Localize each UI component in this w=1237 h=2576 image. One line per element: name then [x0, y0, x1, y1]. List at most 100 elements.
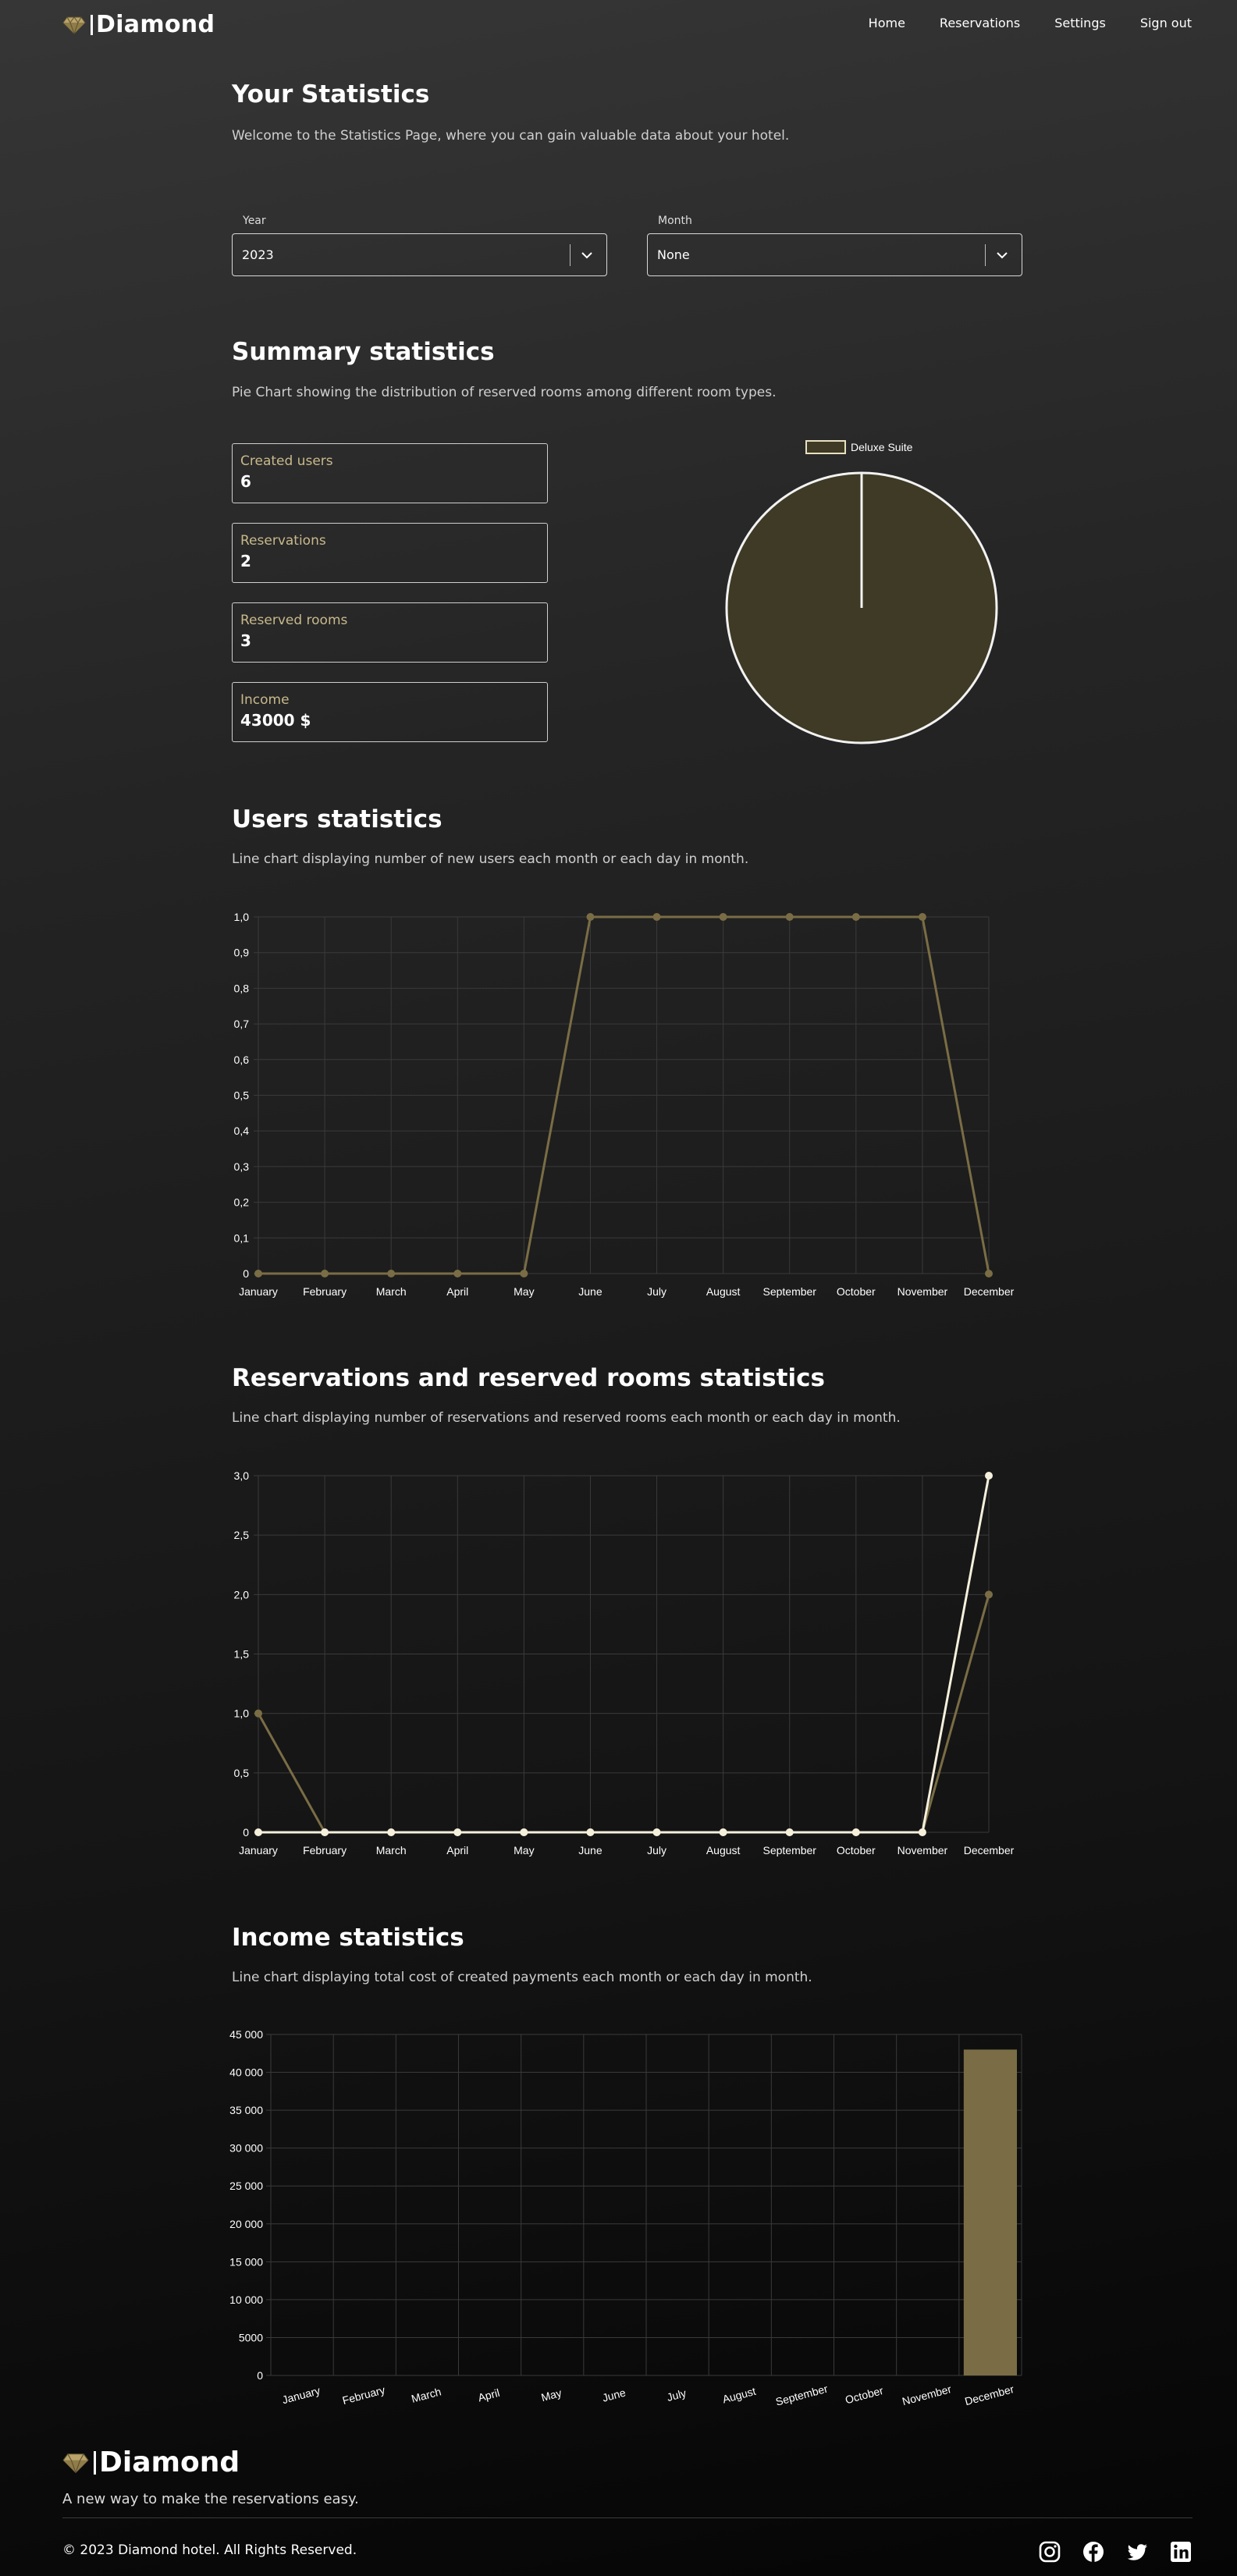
- x-tick-label: February: [303, 1285, 347, 1298]
- social-links: [1038, 2540, 1193, 2564]
- y-tick-label: 20 000: [229, 2218, 263, 2230]
- logo-divider: [91, 14, 93, 35]
- nav-home[interactable]: Home: [868, 16, 905, 30]
- card-value: 6: [240, 472, 251, 491]
- y-tick-label: 1,0: [234, 1707, 250, 1720]
- brand-logo[interactable]: Diamond: [62, 11, 215, 38]
- footer-logo[interactable]: Diamond: [62, 2446, 240, 2478]
- data-point: [520, 1828, 528, 1836]
- data-point: [520, 1270, 528, 1277]
- summary-desc: Pie Chart showing the distribution of re…: [232, 385, 777, 400]
- x-tick-label: May: [514, 1285, 534, 1298]
- x-tick-label: February: [303, 1844, 347, 1856]
- reserved-rooms-card: Reserved rooms 3: [232, 602, 548, 663]
- y-tick-label: 30 000: [229, 2142, 263, 2155]
- y-tick-label: 1,5: [234, 1648, 250, 1661]
- year-select[interactable]: 2023: [232, 233, 607, 276]
- year-label: Year: [243, 215, 266, 227]
- data-point: [321, 1828, 329, 1836]
- card-label: Income: [240, 692, 290, 708]
- summary-title: Summary statistics: [232, 338, 495, 366]
- y-tick-label: 0,7: [234, 1018, 250, 1030]
- pie-legend[interactable]: Deluxe Suite: [805, 440, 913, 454]
- x-tick-label: October: [844, 2384, 885, 2406]
- income-card: Income 43000 $: [232, 682, 548, 742]
- x-tick-label: March: [376, 1285, 407, 1298]
- card-value: 43000 $: [240, 711, 311, 730]
- brand-name: Diamond: [96, 11, 215, 38]
- y-tick-label: 15 000: [229, 2255, 263, 2268]
- reservations-title: Reservations and reserved rooms statisti…: [232, 1364, 825, 1392]
- income-bar: [963, 2049, 1017, 2375]
- y-tick-label: 0,6: [234, 1053, 250, 1066]
- x-tick-label: September: [774, 2382, 830, 2407]
- card-label: Created users: [240, 453, 333, 469]
- y-tick-label: 0: [243, 1267, 249, 1280]
- x-tick-label: May: [514, 1844, 534, 1856]
- income-desc: Line chart displaying total cost of crea…: [232, 1970, 812, 1985]
- card-value: 2: [240, 552, 251, 570]
- y-tick-label: 5000: [239, 2331, 263, 2343]
- data-point: [586, 1828, 595, 1836]
- diamond-logo-icon: [62, 16, 86, 34]
- data-point: [985, 1590, 993, 1599]
- series-line: [258, 1475, 990, 1834]
- y-tick-label: 0,1: [234, 1231, 250, 1244]
- data-point: [851, 1828, 860, 1836]
- select-separator: [570, 244, 571, 266]
- nav-settings[interactable]: Settings: [1054, 16, 1106, 30]
- data-point: [387, 1270, 396, 1277]
- header: Diamond Home Reservations Settings Sign …: [0, 0, 1237, 50]
- x-tick-label: January: [239, 1285, 278, 1298]
- users-desc: Line chart displaying number of new user…: [232, 851, 749, 867]
- x-tick-label: June: [601, 2386, 627, 2404]
- legend-label-deluxe-suite: Deluxe Suite: [851, 441, 913, 453]
- data-point: [652, 913, 661, 921]
- y-tick-label: 0,9: [234, 947, 250, 959]
- card-label: Reservations: [240, 533, 326, 549]
- nav-sign-out[interactable]: Sign out: [1139, 16, 1192, 30]
- diamond-logo-icon: [62, 2453, 89, 2473]
- legend-swatch-deluxe-suite: [805, 440, 846, 454]
- data-point: [652, 1828, 661, 1836]
- x-tick-label: July: [666, 2386, 688, 2404]
- y-tick-label: 10 000: [229, 2294, 263, 2306]
- x-tick-label: September: [762, 1844, 816, 1856]
- data-point: [254, 1828, 262, 1836]
- y-tick-label: 0: [243, 1826, 249, 1839]
- x-tick-label: September: [762, 1285, 816, 1298]
- x-tick-label: October: [837, 1285, 876, 1298]
- data-point: [918, 1828, 926, 1836]
- data-point: [719, 913, 727, 921]
- footer-copyright: © 2023 Diamond hotel. All Rights Reserve…: [62, 2542, 357, 2558]
- data-point: [453, 1270, 462, 1277]
- x-tick-label: March: [410, 2385, 443, 2405]
- y-tick-label: 0,4: [234, 1125, 250, 1137]
- y-tick-label: 2,5: [234, 1529, 250, 1541]
- y-tick-label: 35 000: [229, 2104, 263, 2116]
- x-tick-label: November: [901, 2382, 953, 2407]
- x-tick-label: January: [281, 2384, 322, 2406]
- x-tick-label: August: [721, 2385, 757, 2406]
- logo-divider: [94, 2450, 96, 2475]
- y-tick-label: 0,5: [234, 1767, 250, 1779]
- twitter-icon[interactable]: [1125, 2540, 1149, 2564]
- instagram-icon[interactable]: [1038, 2540, 1061, 2564]
- month-select[interactable]: None: [647, 233, 1022, 276]
- data-point: [918, 913, 926, 921]
- data-point: [985, 1270, 993, 1277]
- facebook-icon[interactable]: [1082, 2540, 1105, 2564]
- x-tick-label: August: [706, 1844, 741, 1856]
- nav-reservations[interactable]: Reservations: [939, 16, 1021, 30]
- month-select-value: None: [657, 247, 690, 262]
- x-tick-label: April: [446, 1285, 468, 1298]
- users-title: Users statistics: [232, 805, 443, 833]
- x-tick-label: March: [376, 1844, 407, 1856]
- y-tick-label: 0: [257, 2369, 263, 2382]
- select-separator: [985, 244, 986, 266]
- y-tick-label: 25 000: [229, 2180, 263, 2192]
- year-select-value: 2023: [242, 247, 274, 262]
- linkedin-icon[interactable]: [1169, 2540, 1193, 2564]
- room-type-pie-chart: Deluxe Suite: [725, 440, 998, 744]
- card-value: 3: [240, 631, 251, 650]
